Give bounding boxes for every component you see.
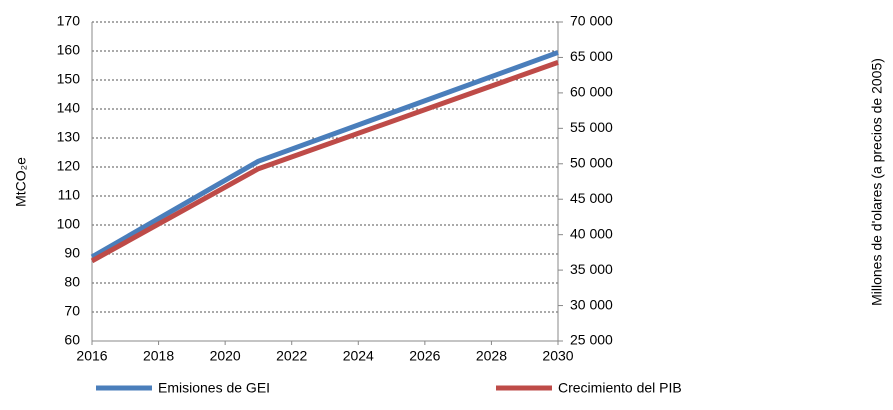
y-tick-label: 150 bbox=[57, 71, 81, 87]
y-tick-label: 70 bbox=[64, 303, 80, 319]
legend-label: Emisiones de GEI bbox=[158, 380, 270, 396]
x-tick-label: 2028 bbox=[476, 348, 507, 364]
x-tick-label: 2018 bbox=[143, 348, 174, 364]
y-tick-label: 170 bbox=[57, 13, 81, 29]
x-tick-label: 2022 bbox=[276, 348, 307, 364]
y2-axis-label: Millones de d'olares (a precios de 2005) bbox=[869, 58, 885, 306]
y2-tick-label: 55 000 bbox=[570, 119, 613, 135]
y2-tick-label: 60 000 bbox=[570, 84, 613, 100]
y-tick-label: 120 bbox=[57, 158, 81, 174]
legend-label: Crecimiento del PIB bbox=[558, 380, 682, 396]
x-tick-label: 2026 bbox=[409, 348, 440, 364]
y2-tick-label: 50 000 bbox=[570, 154, 613, 170]
y-tick-label: 160 bbox=[57, 42, 81, 58]
y2-tick-label: 30 000 bbox=[570, 296, 613, 312]
y2-tick-label: 45 000 bbox=[570, 190, 613, 206]
y-tick-label: 100 bbox=[57, 216, 81, 232]
y-tick-label: 60 bbox=[64, 332, 80, 348]
y2-tick-label: 35 000 bbox=[570, 261, 613, 277]
y-axis-label: MtCO₂e bbox=[13, 157, 29, 207]
x-tick-label: 2020 bbox=[210, 348, 241, 364]
y2-tick-label: 65 000 bbox=[570, 48, 613, 64]
x-tick-label: 2024 bbox=[343, 348, 374, 364]
y2-tick-label: 70 000 bbox=[570, 13, 613, 29]
x-tick-label: 2016 bbox=[76, 348, 107, 364]
series-line bbox=[90, 60, 559, 264]
y-tick-label: 110 bbox=[58, 187, 81, 203]
y-tick-label: 130 bbox=[57, 129, 81, 145]
x-tick-label: 2030 bbox=[542, 348, 573, 364]
y2-tick-label: 40 000 bbox=[570, 225, 613, 241]
y-tick-label: 80 bbox=[64, 274, 80, 290]
y2-tick-label: 25 000 bbox=[570, 332, 613, 348]
y-tick-label: 140 bbox=[57, 100, 81, 116]
series-line bbox=[90, 50, 559, 260]
y-tick-label: 90 bbox=[64, 245, 80, 261]
